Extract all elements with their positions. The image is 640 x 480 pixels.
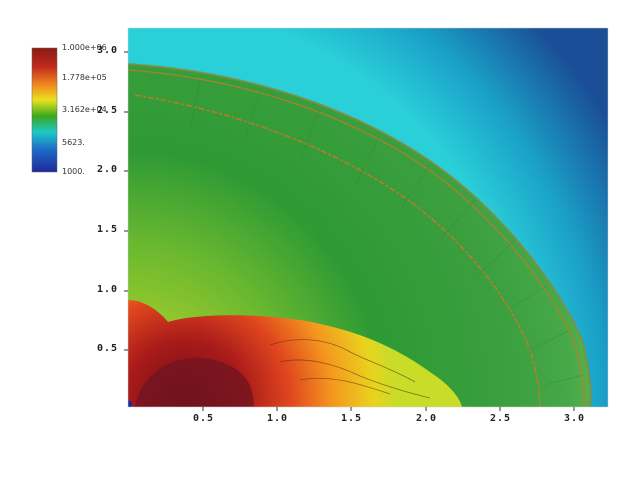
shock-front xyxy=(128,63,592,407)
colorbar-border xyxy=(31,47,58,173)
contour-line xyxy=(134,94,541,407)
core-dense-region xyxy=(135,357,254,407)
colorbar-label-min: 1000. xyxy=(62,167,85,176)
rayleigh-taylor-fingers xyxy=(189,79,584,386)
colorbar-label-mid: 3.162e+04 xyxy=(62,105,107,114)
x-tick-label: 2.5 xyxy=(490,413,512,424)
y-tick-label: 2.0 xyxy=(97,164,119,175)
contour-line xyxy=(128,69,585,407)
x-tick-label: 1.5 xyxy=(341,413,363,424)
plot-border xyxy=(127,27,609,408)
colorbar-label-high: 1.778e+05 xyxy=(62,73,107,82)
x-axis-ticks xyxy=(202,407,575,411)
y-tick-label: 0.5 xyxy=(97,343,119,354)
x-tick-label: 2.0 xyxy=(416,413,438,424)
y-tick-label: 1.0 xyxy=(97,284,119,295)
y-tick-label: 1.5 xyxy=(97,224,119,235)
colorbar xyxy=(32,48,57,172)
y-axis-ticks xyxy=(124,51,128,351)
core-contours xyxy=(269,339,431,399)
x-tick-label: 1.0 xyxy=(267,413,289,424)
colorbar-label-low: 5623. xyxy=(62,138,85,147)
origin-marker xyxy=(128,401,132,407)
x-tick-label: 3.0 xyxy=(564,413,586,424)
density-field xyxy=(128,28,608,407)
y-tick-label: 3.0 xyxy=(97,45,119,56)
y-tick-label: 2.5 xyxy=(97,105,119,116)
colorbar-label-max: 1.000e+06 xyxy=(62,43,107,52)
x-tick-label: 0.5 xyxy=(193,413,215,424)
